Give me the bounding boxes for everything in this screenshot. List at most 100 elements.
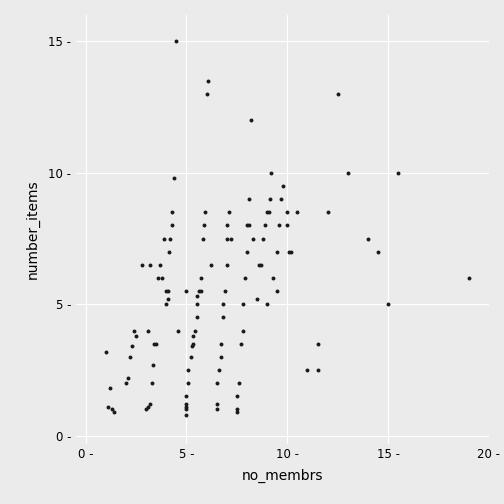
Point [267,169,275,177]
Point [184,379,193,387]
Point [132,332,140,340]
Point [182,287,191,295]
Point [233,392,241,400]
Point [174,327,182,335]
Point [188,340,197,348]
Point [204,77,212,85]
Point [162,300,170,308]
Point [172,37,180,45]
Point [221,287,229,295]
Point [191,327,199,335]
Point [154,274,162,282]
Point [187,342,196,350]
Point [146,400,154,408]
Point [239,300,247,308]
Point [106,384,114,392]
Point [334,90,342,98]
Point [197,287,205,295]
Point [102,347,110,355]
Point [266,195,274,203]
Point [188,332,197,340]
Point [263,208,271,216]
Point [394,169,402,177]
Point [165,247,173,256]
Point [122,379,130,387]
Point [104,403,112,411]
Point [152,340,160,348]
Point [126,353,134,361]
Point [182,400,191,408]
Point [164,287,172,295]
Point [263,300,271,308]
Point [245,195,253,203]
Y-axis label: number_items: number_items [26,179,40,279]
Point [235,379,243,387]
Point [142,405,150,413]
Point [146,261,154,269]
Point [313,366,322,374]
Point [233,408,241,416]
Point [203,90,211,98]
Point [344,169,352,177]
Point [243,247,251,256]
Point [199,234,207,242]
Point [247,116,255,124]
Point [223,234,231,242]
Point [465,274,473,282]
Point [261,221,269,229]
Point [162,287,170,295]
Point [237,340,245,348]
Point [215,366,223,374]
X-axis label: no_membrs: no_membrs [241,469,323,483]
Point [287,247,295,256]
Point [186,353,195,361]
Point [213,405,221,413]
Point [243,221,251,229]
Point [265,208,273,216]
Point [283,221,291,229]
Point [273,287,281,295]
Point [249,234,257,242]
Point [193,292,201,300]
Point [170,174,178,182]
Point [164,295,172,303]
Point [219,313,227,322]
Point [124,374,132,382]
Point [313,340,322,348]
Point [324,208,332,216]
Point [384,300,392,308]
Point [193,300,201,308]
Point [303,366,311,374]
Point [255,261,263,269]
Point [108,405,116,413]
Point [149,361,157,369]
Point [168,208,176,216]
Point [150,340,158,348]
Point [201,208,209,216]
Point [277,195,285,203]
Point [279,182,287,190]
Point [148,379,156,387]
Point [182,405,191,413]
Point [182,411,191,419]
Point [207,261,215,269]
Point [195,287,203,295]
Point [225,208,233,216]
Point [130,327,138,335]
Point [168,221,176,229]
Point [110,408,118,416]
Point [269,274,277,282]
Point [193,313,201,322]
Point [213,379,221,387]
Point [233,405,241,413]
Point [184,366,193,374]
Point [245,221,253,229]
Point [197,274,205,282]
Point [138,261,146,269]
Point [219,300,227,308]
Point [144,403,152,411]
Point [364,234,372,242]
Point [217,353,225,361]
Point [217,340,225,348]
Point [223,261,231,269]
